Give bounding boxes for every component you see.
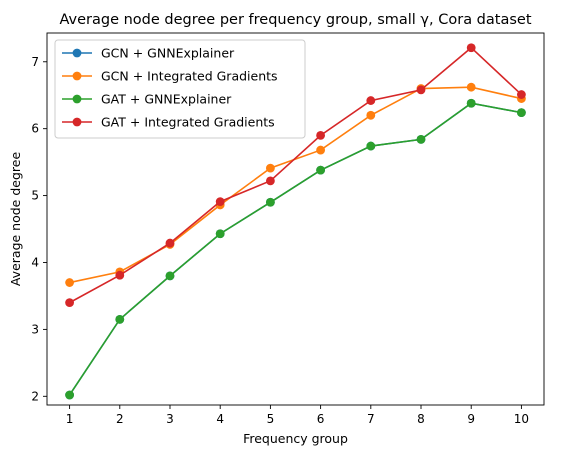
data-point [65, 391, 74, 400]
x-axis-label: Frequency group [243, 431, 348, 446]
x-tick-label: 10 [514, 412, 529, 426]
y-tick-label: 2 [31, 389, 39, 403]
legend-label: GAT + GNNExplainer [101, 92, 232, 107]
data-point [216, 197, 225, 206]
data-point [467, 83, 476, 92]
series-line-3 [70, 103, 522, 395]
x-tick-label: 8 [417, 412, 425, 426]
legend-marker [73, 49, 82, 58]
data-point [266, 164, 275, 173]
data-point [115, 271, 124, 280]
data-point [517, 90, 526, 99]
y-tick-label: 3 [31, 322, 39, 336]
x-tick-label: 4 [216, 412, 224, 426]
x-tick-label: 5 [267, 412, 275, 426]
data-point [467, 99, 476, 108]
x-tick-label: 2 [116, 412, 124, 426]
y-tick-label: 5 [31, 189, 39, 203]
data-point [65, 298, 74, 307]
data-point [467, 43, 476, 52]
y-axis-label: Average node degree [8, 152, 23, 287]
legend-label: GCN + Integrated Gradients [101, 69, 278, 84]
x-tick-label: 3 [166, 412, 174, 426]
data-point [366, 142, 375, 151]
data-point [517, 108, 526, 117]
data-point [166, 239, 175, 248]
data-point [266, 198, 275, 207]
data-point [115, 315, 124, 324]
legend-marker [73, 118, 82, 127]
data-point [266, 176, 275, 185]
series-line-1 [70, 103, 522, 395]
data-point [417, 135, 426, 144]
data-point [366, 111, 375, 120]
x-tick-label: 9 [467, 412, 475, 426]
x-tick-label: 6 [317, 412, 325, 426]
legend-label: GCN + GNNExplainer [101, 46, 235, 61]
x-tick-label: 1 [66, 412, 74, 426]
data-point [65, 278, 74, 287]
data-point [366, 96, 375, 105]
data-point [316, 131, 325, 140]
data-point [216, 229, 225, 238]
y-tick-label: 7 [31, 55, 39, 69]
legend-marker [73, 72, 82, 81]
data-point [166, 271, 175, 280]
data-point [417, 85, 426, 94]
chart-title: Average node degree per frequency group,… [59, 12, 531, 28]
y-tick-label: 4 [31, 255, 39, 269]
legend-label: GAT + Integrated Gradients [101, 115, 275, 130]
y-tick-label: 6 [31, 122, 39, 136]
data-point [316, 166, 325, 175]
data-point [316, 146, 325, 155]
legend: GCN + GNNExplainer GCN + Integrated Gradi… [55, 40, 305, 138]
legend-marker [73, 95, 82, 104]
x-tick-label: 7 [367, 412, 375, 426]
